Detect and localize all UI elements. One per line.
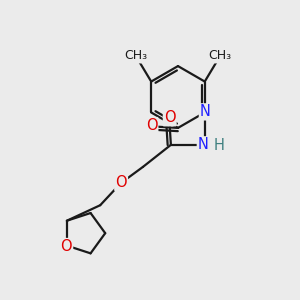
Text: N: N [198,137,209,152]
Text: O: O [61,239,72,254]
Text: N: N [200,104,211,119]
Text: O: O [115,175,127,190]
Text: CH₃: CH₃ [208,50,231,62]
Text: H: H [213,138,224,153]
Text: CH₃: CH₃ [124,50,148,62]
Text: O: O [146,118,157,133]
Text: O: O [164,110,176,125]
